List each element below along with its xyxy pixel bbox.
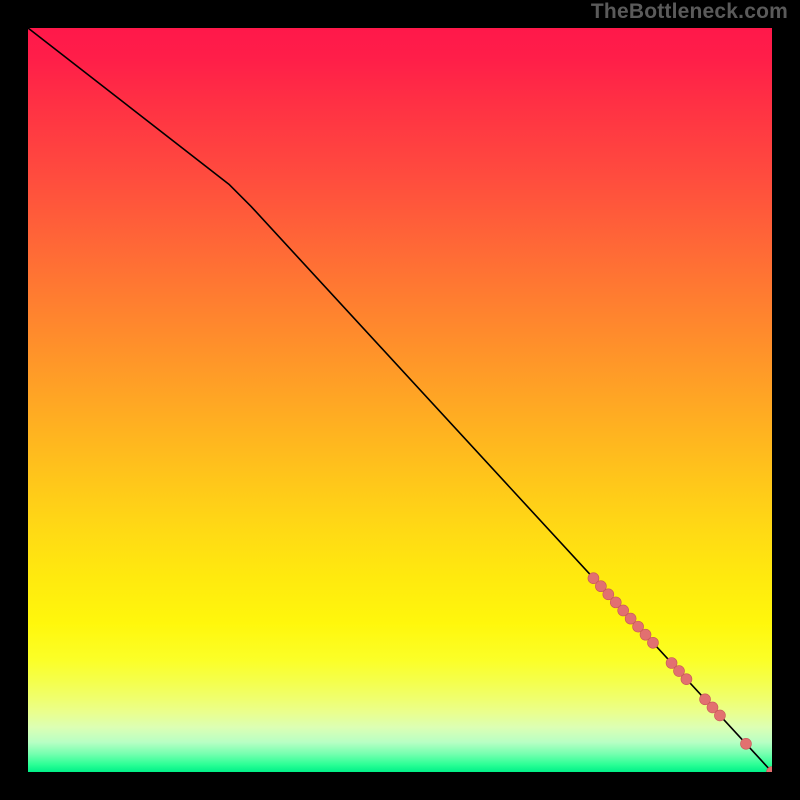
- chart-plot-area: [28, 28, 772, 772]
- chart-marker: [681, 674, 692, 685]
- chart-marker: [647, 637, 658, 648]
- watermark-text: TheBottleneck.com: [591, 0, 788, 24]
- chart-marker: [714, 710, 725, 721]
- chart-svg: [28, 28, 772, 772]
- chart-background: [28, 28, 772, 772]
- chart-marker: [740, 738, 751, 749]
